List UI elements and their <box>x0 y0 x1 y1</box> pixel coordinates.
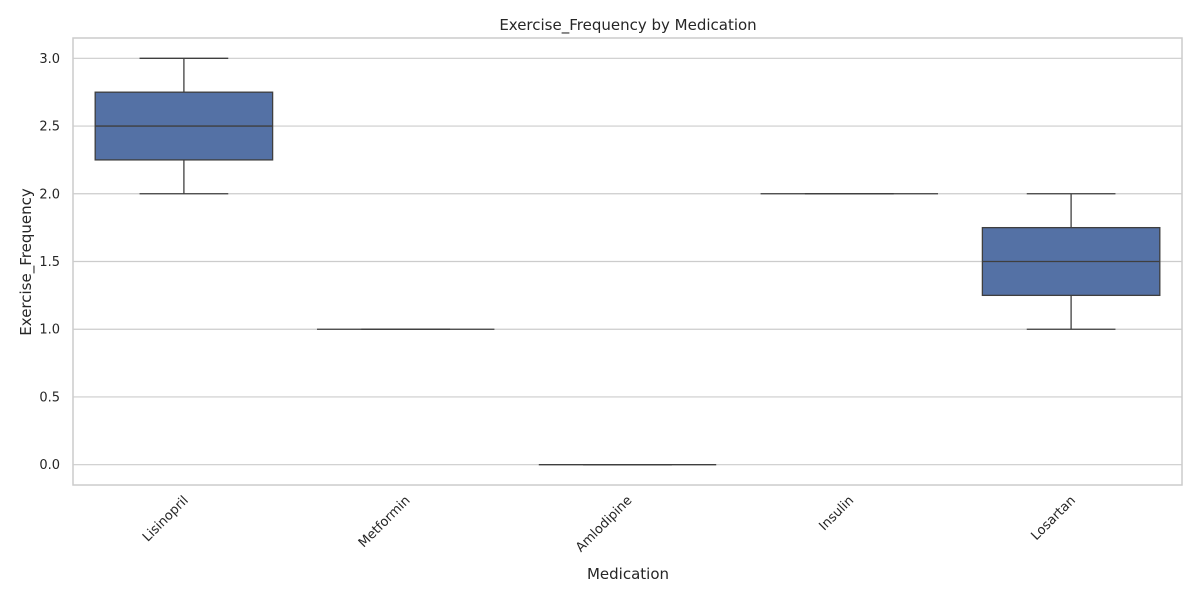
y-tick-label: 2.0 <box>39 187 60 202</box>
x-axis-ticks: Lisinopril Metformin Amlodipine Insulin Losa… <box>140 493 1079 555</box>
boxes <box>94 57 1161 466</box>
box-losartan <box>981 193 1161 330</box>
box-lisinopril <box>94 57 274 195</box>
chart-title: Exercise_Frequency by Medication <box>499 16 756 35</box>
x-axis-label: Medication <box>587 565 669 583</box>
y-tick-label: 0.0 <box>39 458 60 473</box>
x-tick-label: Insulin <box>816 493 857 534</box>
plot-frame <box>72 37 1183 486</box>
x-tick-label: Lisinopril <box>140 493 192 545</box>
y-tick-label: 1.0 <box>39 323 60 338</box>
x-tick-label: Metformin <box>356 493 414 551</box>
y-tick-label: 3.0 <box>39 52 60 67</box>
x-tick-label: Losartan <box>1028 493 1078 543</box>
y-axis-ticks: 0.0 0.5 1.0 1.5 2.0 2.5 3.0 <box>39 52 60 473</box>
y-tick-label: 1.5 <box>39 255 60 270</box>
x-tick-label: Amlodipine <box>573 493 635 555</box>
y-axis-label: Exercise_Frequency <box>17 188 36 336</box>
y-tick-label: 0.5 <box>39 390 60 405</box>
y-tick-label: 2.5 <box>39 120 60 135</box>
